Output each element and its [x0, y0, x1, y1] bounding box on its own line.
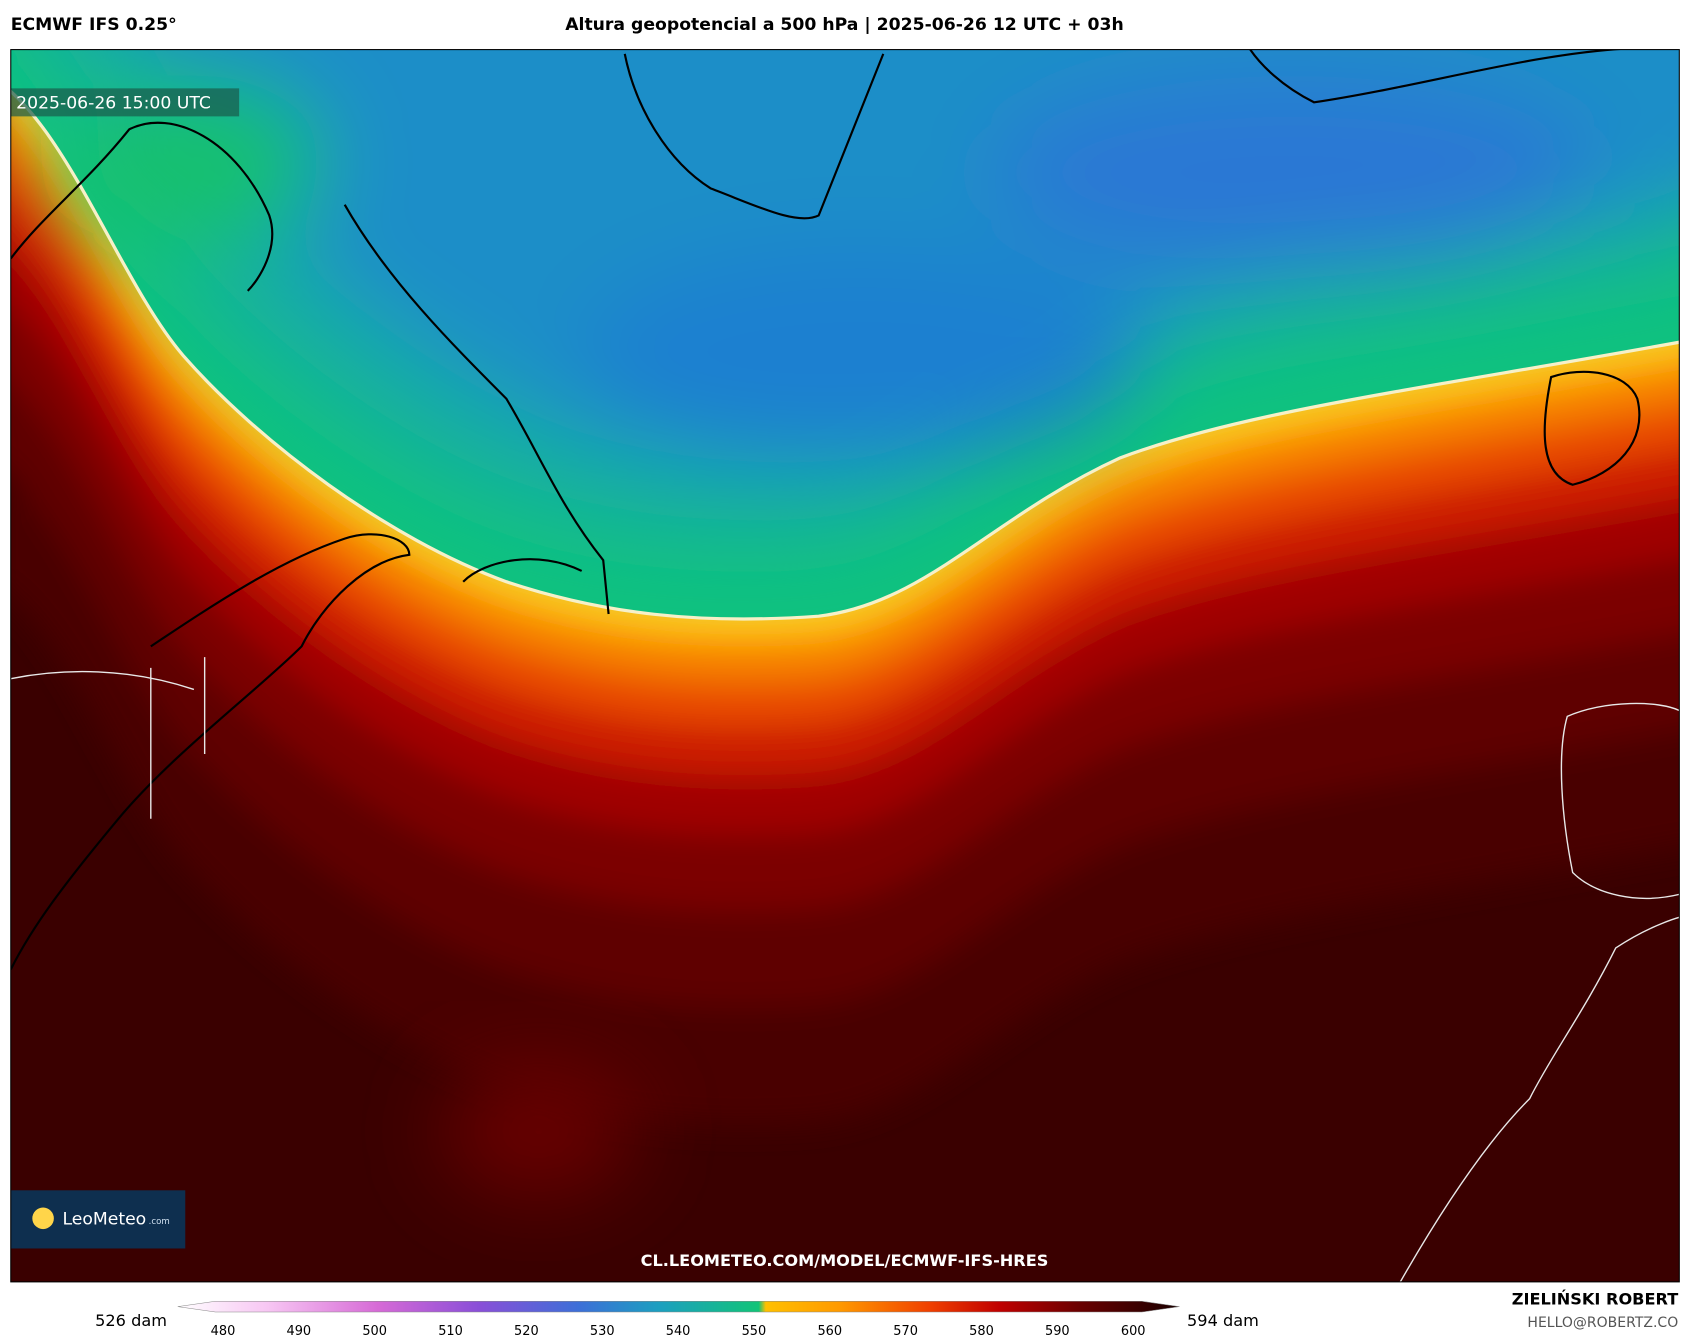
legend-tick-label: 600	[1121, 1324, 1146, 1339]
logo-sun	[32, 1207, 54, 1230]
valid-time: 2025-06-26 15:00 UTC	[16, 93, 211, 113]
logo-suffix: .com	[149, 1217, 170, 1227]
legend-tick-label: 580	[969, 1324, 994, 1339]
legend-tick-label: 510	[438, 1324, 463, 1339]
legend-tick-label: 500	[362, 1324, 387, 1339]
colorbar	[177, 1300, 1180, 1313]
legend-tick-label: 520	[514, 1324, 539, 1339]
legend-tick-label: 490	[287, 1324, 312, 1339]
legend-tick-label: 530	[590, 1324, 615, 1339]
legend-tick-label: 540	[666, 1324, 691, 1339]
legend-tick-label: 550	[742, 1324, 767, 1339]
model-name: ECMWF IFS 0.25°	[11, 15, 177, 35]
legend-tick-label: 560	[817, 1324, 842, 1339]
logo-name: LeoMeteo	[62, 1209, 146, 1229]
legend-ticks: 480 490 500 510 520 530 540 550 560 570 580 590 600	[211, 1324, 1146, 1339]
map-title: Altura geopotencial a 500 hPa | 2025-06-…	[565, 15, 1124, 35]
legend-tick-label: 480	[211, 1324, 236, 1339]
legend-min: 526 dam	[95, 1311, 167, 1330]
legend-tick-label: 590	[1045, 1324, 1070, 1339]
source-url: CL.LEOMETEO.COM/MODEL/ECMWF-IFS-HRES	[641, 1251, 1049, 1270]
legend-max: 594 dam	[1187, 1311, 1259, 1330]
email: HELLO@ROBERTZ.CO	[1527, 1315, 1678, 1331]
legend-tick-label: 570	[893, 1324, 918, 1339]
author: ZIELIŃSKI ROBERT	[1512, 1290, 1678, 1309]
